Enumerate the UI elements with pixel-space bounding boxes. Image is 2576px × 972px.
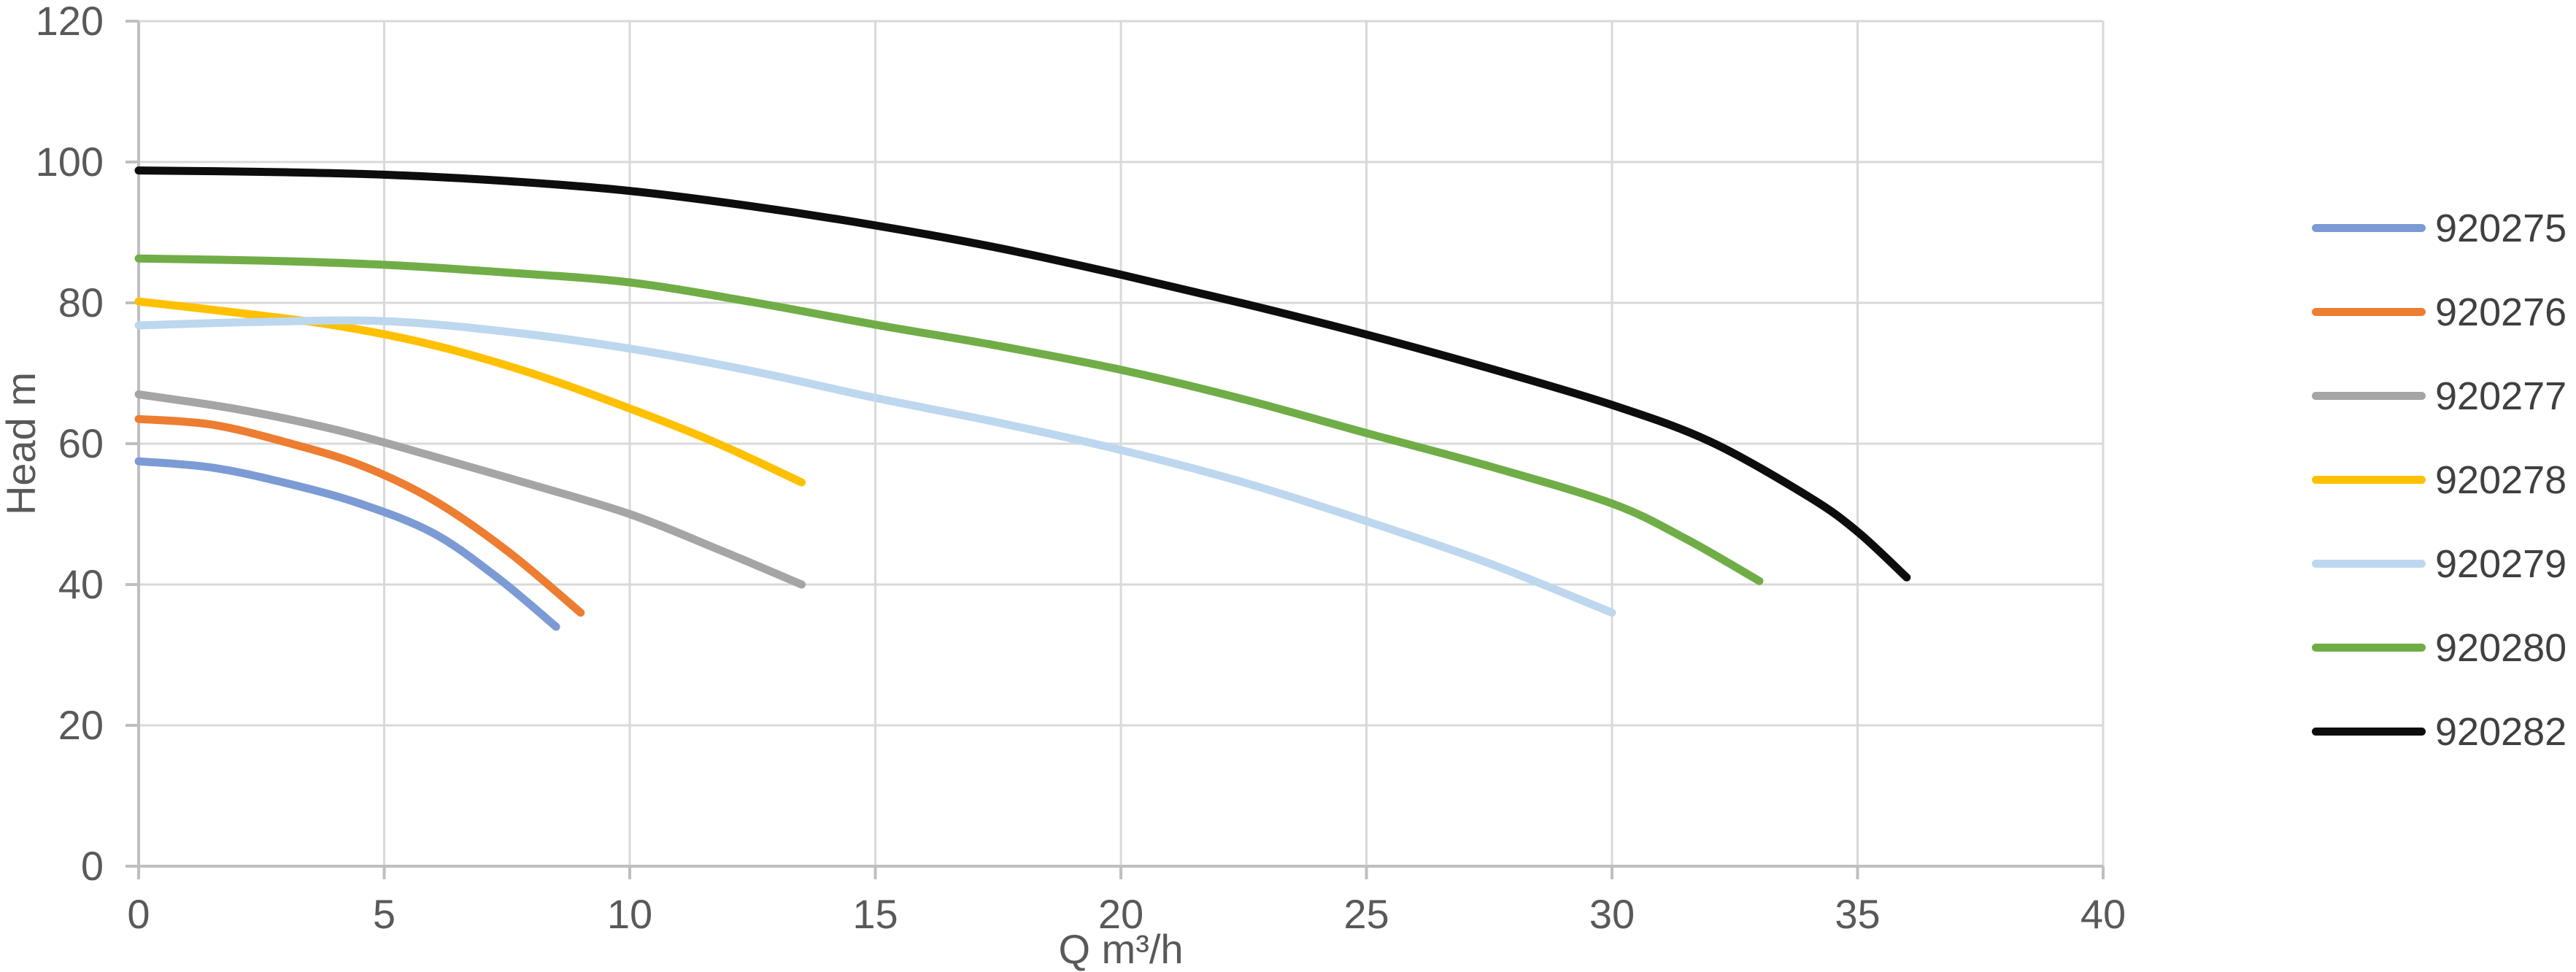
x-tick-label-10: 10: [607, 891, 652, 937]
legend-label-920277: 920277: [2435, 374, 2567, 418]
legend-item-920276: 920276: [2312, 270, 2567, 354]
y-tick-label-80: 80: [58, 279, 104, 325]
axis-tick-labels: 0 20 40 60 80 100 120 0 5 10 15 20 25 30 35 40: [36, 0, 2126, 937]
x-tick-label-15: 15: [852, 891, 898, 937]
legend-swatch-920279: [2312, 560, 2426, 568]
legend-swatch-920275: [2312, 224, 2426, 232]
legend-label-920279: 920279: [2435, 541, 2567, 586]
legend-swatch-920280: [2312, 644, 2426, 652]
legend: 920275 920276 920277 920278 920279 920280 9202…: [2312, 186, 2567, 774]
legend-swatch-920277: [2312, 392, 2426, 400]
series-line-920278: [134, 297, 806, 487]
legend-label-920276: 920276: [2435, 290, 2567, 334]
legend-label-920278: 920278: [2435, 458, 2567, 502]
x-tick-label-20: 20: [1098, 891, 1144, 937]
legend-item-920282: 920282: [2312, 690, 2567, 774]
legend-label-920275: 920275: [2435, 206, 2567, 250]
x-tick-label-25: 25: [1343, 891, 1389, 937]
x-tick-label-35: 35: [1835, 891, 1880, 937]
series-line-920282: [134, 166, 1911, 582]
legend-item-920280: 920280: [2312, 606, 2567, 690]
series-line-920279: [134, 316, 1616, 617]
y-tick-label-120: 120: [36, 0, 104, 44]
axes: [126, 20, 2105, 879]
y-tick-label-20: 20: [58, 702, 104, 748]
x-tick-label-5: 5: [373, 891, 396, 937]
series-lines: [134, 166, 1911, 631]
series-line-920280: [134, 254, 1764, 585]
legend-item-920278: 920278: [2312, 438, 2567, 522]
x-tick-label-40: 40: [2081, 891, 2126, 937]
y-tick-label-100: 100: [36, 139, 104, 185]
x-axis-title: Q m³/h: [1058, 926, 1183, 972]
legend-item-920275: 920275: [2312, 186, 2567, 270]
legend-label-920282: 920282: [2435, 709, 2567, 754]
y-axis-title: Head m: [0, 372, 44, 515]
legend-swatch-920276: [2312, 308, 2426, 316]
legend-item-920277: 920277: [2312, 354, 2567, 438]
series-line-920277: [134, 390, 806, 589]
y-tick-label-40: 40: [58, 561, 104, 607]
legend-swatch-920278: [2312, 476, 2426, 484]
legend-swatch-920282: [2312, 728, 2426, 736]
legend-item-920279: 920279: [2312, 522, 2567, 606]
legend-label-920280: 920280: [2435, 625, 2567, 670]
y-tick-label-0: 0: [81, 843, 104, 889]
series-line-920275: [134, 457, 560, 631]
y-tick-label-60: 60: [58, 420, 104, 466]
x-tick-label-0: 0: [127, 891, 150, 937]
gridlines: [139, 20, 2105, 866]
series-line-920276: [134, 414, 585, 617]
x-tick-label-30: 30: [1589, 891, 1635, 937]
